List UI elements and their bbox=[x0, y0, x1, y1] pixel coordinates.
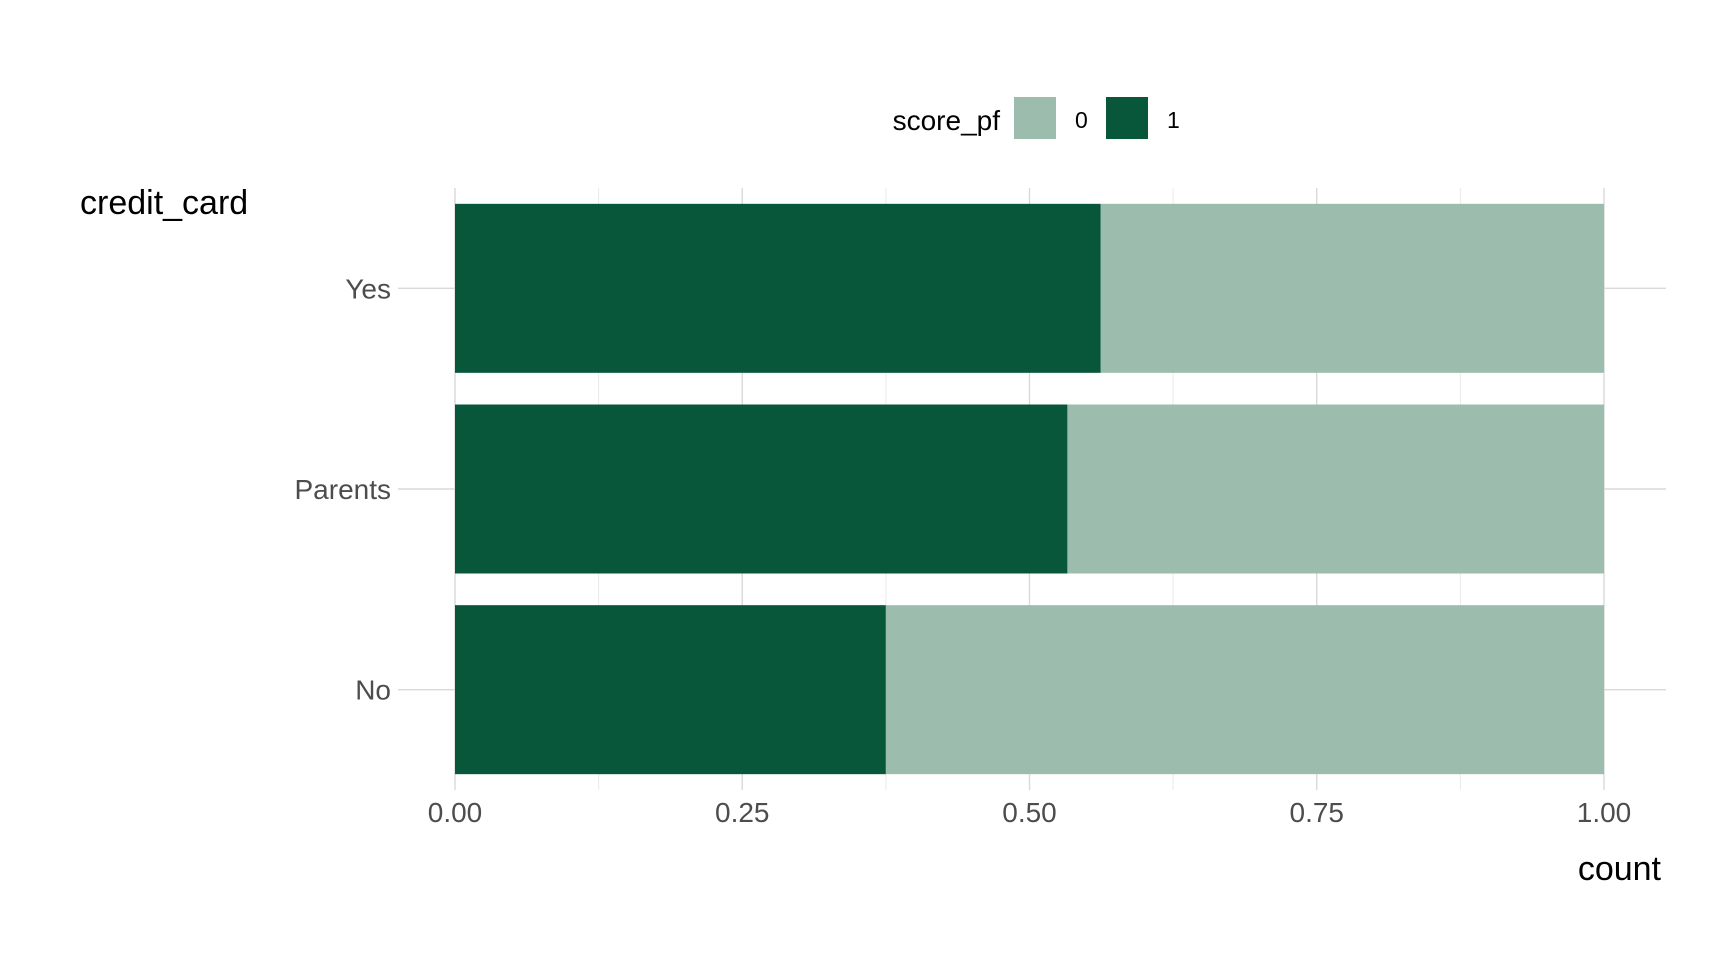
x-axis-title: count bbox=[1578, 850, 1662, 888]
x-tick-label: 0.75 bbox=[1290, 797, 1345, 828]
x-tick-label: 0.00 bbox=[428, 797, 483, 828]
legend-label-1: 1 bbox=[1167, 107, 1180, 133]
bar-yes-series-1 bbox=[455, 203, 1101, 373]
bar-yes-series-0 bbox=[1100, 203, 1604, 373]
bars bbox=[455, 203, 1604, 775]
legend-title: score_pf bbox=[893, 105, 1001, 136]
x-tick-label: 1.00 bbox=[1577, 797, 1632, 828]
bar-no-series-1 bbox=[455, 605, 886, 775]
x-tick-label: 0.25 bbox=[715, 797, 770, 828]
legend-swatch-0 bbox=[1014, 97, 1056, 139]
bar-parents-series-1 bbox=[455, 404, 1068, 574]
legend-label-0: 0 bbox=[1075, 107, 1088, 133]
y-axis: No Parents Yes bbox=[295, 273, 392, 705]
y-tick-label-yes: Yes bbox=[345, 273, 391, 304]
x-tick-label: 0.50 bbox=[1002, 797, 1057, 828]
x-axis: 0.00 0.25 0.50 0.75 1.00 bbox=[428, 797, 1632, 828]
legend-swatch-1 bbox=[1106, 97, 1148, 139]
y-axis-title: credit_card bbox=[80, 184, 248, 222]
y-tick-label-no: No bbox=[355, 675, 391, 706]
y-tick-label-parents: Parents bbox=[295, 474, 392, 505]
legend: score_pf 0 1 bbox=[893, 97, 1180, 139]
bar-no-series-0 bbox=[885, 605, 1604, 775]
bar-parents-series-0 bbox=[1067, 404, 1604, 574]
